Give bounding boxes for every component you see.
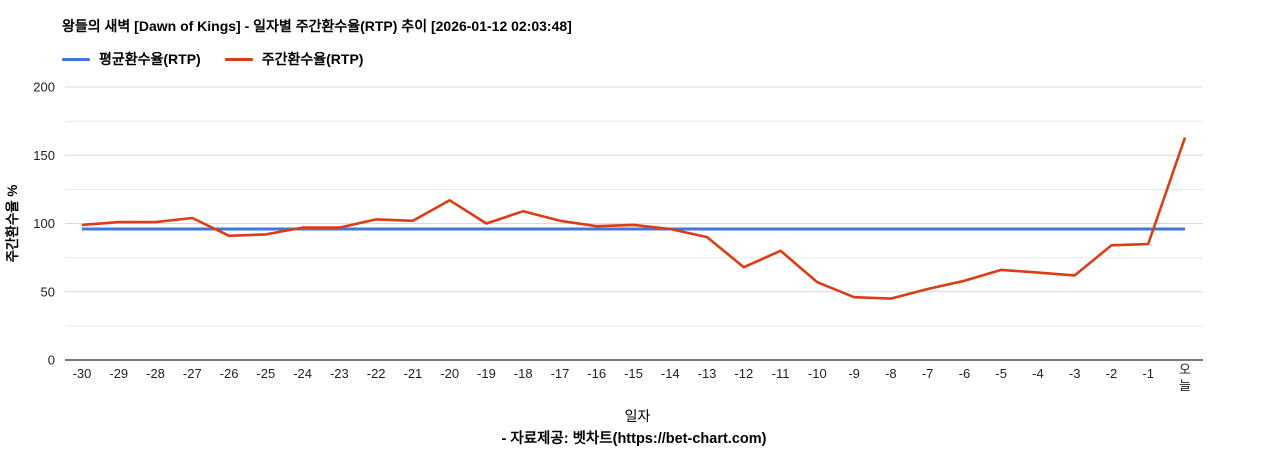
x-tick-label: -30 (73, 366, 92, 381)
weekly-line-swatch (224, 57, 253, 61)
x-tick-label: -22 (367, 366, 386, 381)
x-tick-label: -28 (146, 366, 165, 381)
x-tick-label: -23 (330, 366, 349, 381)
avg-legend-label: 평균환수율(RTP) (99, 51, 201, 67)
x-tick-label: -1 (1142, 366, 1154, 381)
x-tick-label-today: 오 (1179, 362, 1191, 377)
x-tick-label: -20 (440, 366, 459, 381)
weekly-rtp-line[interactable] (81, 137, 1187, 300)
x-tick-label: -18 (514, 366, 533, 381)
y-tick-label: 200 (33, 80, 55, 95)
x-tick-label: -19 (477, 366, 496, 381)
x-tick-label: -11 (772, 366, 790, 381)
x-tick-label: -27 (183, 366, 202, 381)
x-tick-label: -2 (1106, 366, 1118, 381)
x-tick-label: -24 (293, 366, 312, 381)
x-axis-title: 일자 (624, 408, 651, 424)
x-tick-label: -12 (734, 366, 753, 381)
x-tick-label: -9 (848, 366, 860, 381)
x-tick-label: -13 (698, 366, 717, 381)
x-tick-label: -6 (959, 366, 971, 381)
y-axis-title: 주간환수율 % (4, 185, 20, 263)
x-tick-label: -16 (587, 366, 606, 381)
x-tick-label: -8 (885, 366, 897, 381)
chart-footer: - 자료제공: 벳차트(https://bet-chart.com) (501, 431, 767, 447)
x-tick-label: -4 (1032, 366, 1044, 381)
x-tick-label: -17 (551, 366, 570, 381)
x-tick-label: -7 (922, 366, 934, 381)
x-tick-label: -15 (624, 366, 643, 381)
x-tick-label-today: 늘 (1179, 378, 1191, 393)
x-tick-label: -25 (256, 366, 275, 381)
x-tick-label: -5 (995, 366, 1007, 381)
legend-item-avg: 평균환수율(RTP) (62, 49, 201, 69)
x-tick-label: -29 (109, 366, 128, 381)
y-tick-label: 0 (48, 353, 55, 368)
chart-title: 왕들의 새벽 [Dawn of Kings] - 일자별 주간환수율(RTP) … (62, 18, 572, 34)
y-tick-label: 50 (41, 284, 55, 299)
x-tick-label: -14 (661, 366, 680, 381)
x-tick-label: -3 (1069, 366, 1081, 381)
legend-item-weekly: 주간환수율(RTP) (224, 49, 364, 69)
weekly-legend-label: 주간환수율(RTP) (261, 51, 364, 67)
y-tick-label: 100 (33, 216, 55, 231)
x-tick-label: -10 (808, 366, 827, 381)
x-tick-label: -26 (220, 366, 239, 381)
legend: 평균환수율(RTP) 주간환수율(RTP) (62, 49, 363, 69)
avg-line-swatch (62, 57, 90, 61)
y-tick-label: 150 (33, 148, 55, 163)
x-tick-label: -21 (404, 366, 423, 381)
